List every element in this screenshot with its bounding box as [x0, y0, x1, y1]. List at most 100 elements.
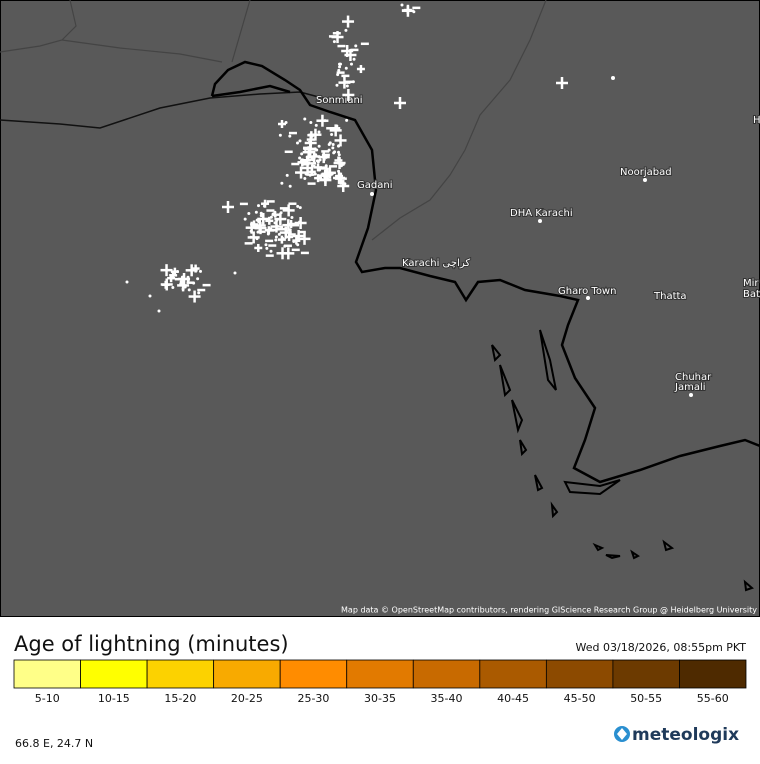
strike-dot	[273, 210, 277, 214]
strike-dot	[318, 168, 322, 172]
strike-dot	[303, 177, 307, 181]
coastline	[210, 60, 760, 484]
lightning-strikes	[125, 3, 568, 313]
strike-dot	[292, 239, 296, 243]
place-label: Mir	[743, 278, 759, 289]
strike-dot	[249, 235, 253, 239]
strike-dot	[259, 214, 263, 218]
legend-label: 55-60	[697, 692, 729, 705]
strike-dot	[254, 210, 258, 214]
strike-dot	[125, 280, 129, 284]
strike-dot	[285, 173, 289, 177]
strike-dot	[269, 215, 273, 219]
strike-dot	[303, 117, 307, 121]
legend-swatch	[479, 659, 547, 689]
strike-dot	[313, 172, 317, 176]
strike-dot	[274, 235, 278, 239]
strike-dot	[187, 288, 191, 292]
strike-dot	[258, 228, 262, 232]
strike-dot	[316, 160, 320, 164]
strike-dot	[243, 217, 247, 221]
strike-dot	[298, 220, 302, 224]
strike-dot	[233, 271, 237, 275]
strike-dot	[332, 151, 336, 155]
place-labels: Sonmiani Gadani Noorjabad DHA Karachi Karach…	[315, 94, 760, 394]
map: Sonmiani Gadani Noorjabad DHA Karachi Karach…	[0, 0, 760, 617]
country-border	[0, 91, 331, 129]
brand: meteologix	[632, 725, 739, 745]
strike-dot	[335, 83, 339, 87]
strike-dot	[280, 225, 284, 229]
strike-dot	[345, 84, 349, 88]
strike-dot	[275, 224, 279, 228]
strike-dot	[280, 181, 284, 185]
legend-label: 30-35	[364, 692, 396, 705]
strike-dot	[317, 144, 321, 148]
strike-dot	[313, 147, 317, 151]
strike-dot	[323, 119, 327, 123]
legend-label: 10-15	[98, 692, 130, 705]
strike-dot	[257, 204, 261, 208]
strike-dot	[259, 211, 263, 215]
strike-dot	[317, 130, 321, 134]
strike-dot	[196, 277, 200, 281]
strike-dot	[354, 44, 358, 48]
strike-dot	[335, 124, 339, 128]
place-label: Thatta	[653, 291, 687, 302]
strike-dot	[186, 279, 190, 283]
legend-swatch	[13, 659, 81, 689]
strike-dot	[180, 275, 184, 279]
legend-swatch	[679, 659, 747, 689]
legend-label: 50-55	[630, 692, 662, 705]
place-label: Bat	[743, 289, 760, 300]
place-label: Jamali	[674, 382, 706, 393]
strike-dot	[308, 153, 312, 157]
strike-dot	[318, 175, 322, 179]
strike-dot	[277, 232, 281, 236]
legend-label: 5-10	[35, 692, 60, 705]
strike-dot	[197, 291, 201, 295]
timestamp: Wed 03/18/2026, 08:55pm PKT	[576, 641, 747, 654]
place-label: Gharo Town	[558, 286, 616, 297]
strike-dot	[303, 147, 307, 151]
strike-dot	[295, 141, 299, 145]
strike-dot	[198, 269, 202, 273]
place-label: Sonmiani	[316, 95, 363, 106]
strike-dot	[283, 227, 287, 231]
strike-dot	[314, 123, 318, 127]
strike-dot	[192, 281, 196, 285]
strike-dot	[273, 221, 277, 225]
strike-dot	[310, 150, 314, 154]
strike-dot	[288, 184, 292, 188]
strike-dot	[344, 66, 348, 70]
legend-label: 15-20	[164, 692, 196, 705]
strike-dot	[307, 146, 311, 150]
strike-dot	[298, 206, 302, 210]
legend: Age of lightning (minutes) Wed 03/18/202…	[13, 632, 747, 705]
strike-dot	[310, 164, 314, 168]
strike-dot	[345, 118, 349, 122]
strike-dot	[339, 62, 343, 66]
strike-dot	[296, 243, 300, 247]
strike-dot	[344, 28, 348, 32]
strike-dot	[266, 232, 270, 236]
strike-dot	[148, 294, 152, 298]
strike-dot	[336, 73, 340, 77]
legend-swatch	[146, 659, 215, 689]
place-dots	[370, 76, 693, 397]
strike-dot	[285, 229, 289, 233]
strike-dot	[269, 249, 273, 253]
strike-dot	[298, 156, 302, 160]
place-label: H	[753, 115, 760, 126]
strike-dot	[337, 68, 341, 72]
place-label: Gadani	[357, 180, 392, 191]
attribution: Map data © OpenStreetMap contributors, r…	[341, 606, 757, 615]
strike-dot	[296, 204, 300, 208]
strike-dot	[257, 220, 261, 224]
legend-label: 25-30	[297, 692, 329, 705]
strike-dot	[273, 214, 277, 218]
legend-swatch	[545, 659, 614, 689]
legend-label: 45-50	[564, 692, 596, 705]
strike-dot	[157, 309, 161, 313]
